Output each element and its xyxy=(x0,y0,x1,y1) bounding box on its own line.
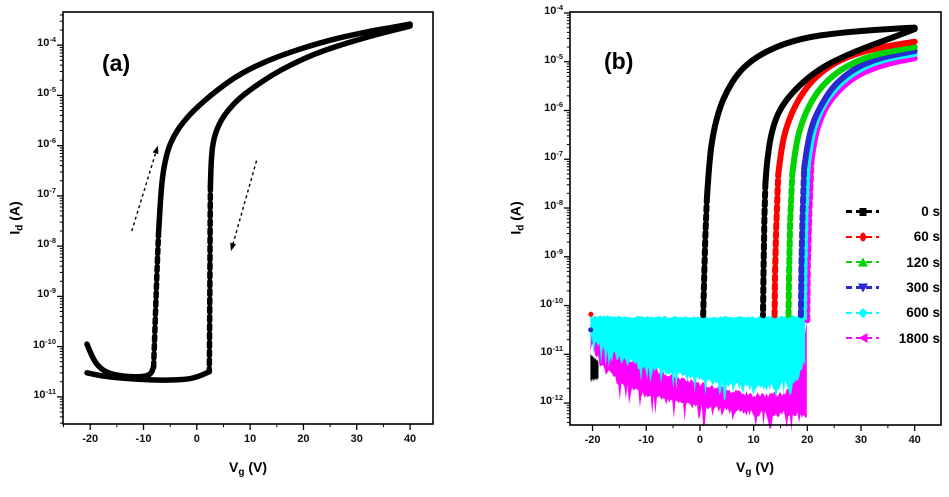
blue-off-dot xyxy=(588,327,594,333)
forward-sweep xyxy=(84,341,157,380)
sweep-down-arrow-head xyxy=(230,242,237,252)
curve-1800s xyxy=(808,55,918,163)
curve-120s xyxy=(785,170,796,319)
red-off-dot xyxy=(588,311,594,317)
curve-600s xyxy=(801,161,811,321)
curve-300s xyxy=(797,166,808,319)
reverse-sweep xyxy=(206,183,214,375)
panel-a-frame xyxy=(62,11,434,425)
curve-300s xyxy=(801,48,918,172)
curve-60s xyxy=(771,170,782,319)
off-state-0s-blob xyxy=(590,353,599,383)
sweep-up-arrow xyxy=(131,151,157,232)
curve-1800s xyxy=(804,156,815,324)
curve-60s xyxy=(775,38,918,177)
forward-sweep xyxy=(150,233,162,370)
forward-sweep xyxy=(155,21,413,239)
noise-band-1800s xyxy=(590,321,807,432)
sweep-up-arrow-head xyxy=(152,145,159,155)
reverse-sweep xyxy=(207,23,413,189)
noise-band-600s xyxy=(590,315,806,401)
curve-0s-down xyxy=(762,26,918,187)
curve-0s-up xyxy=(703,24,918,202)
sweep-down-arrow xyxy=(231,160,258,246)
reverse-sweep xyxy=(84,368,213,383)
curve-120s xyxy=(789,44,918,177)
curve-0s-up xyxy=(700,195,710,319)
curve-0s-down xyxy=(760,180,769,319)
